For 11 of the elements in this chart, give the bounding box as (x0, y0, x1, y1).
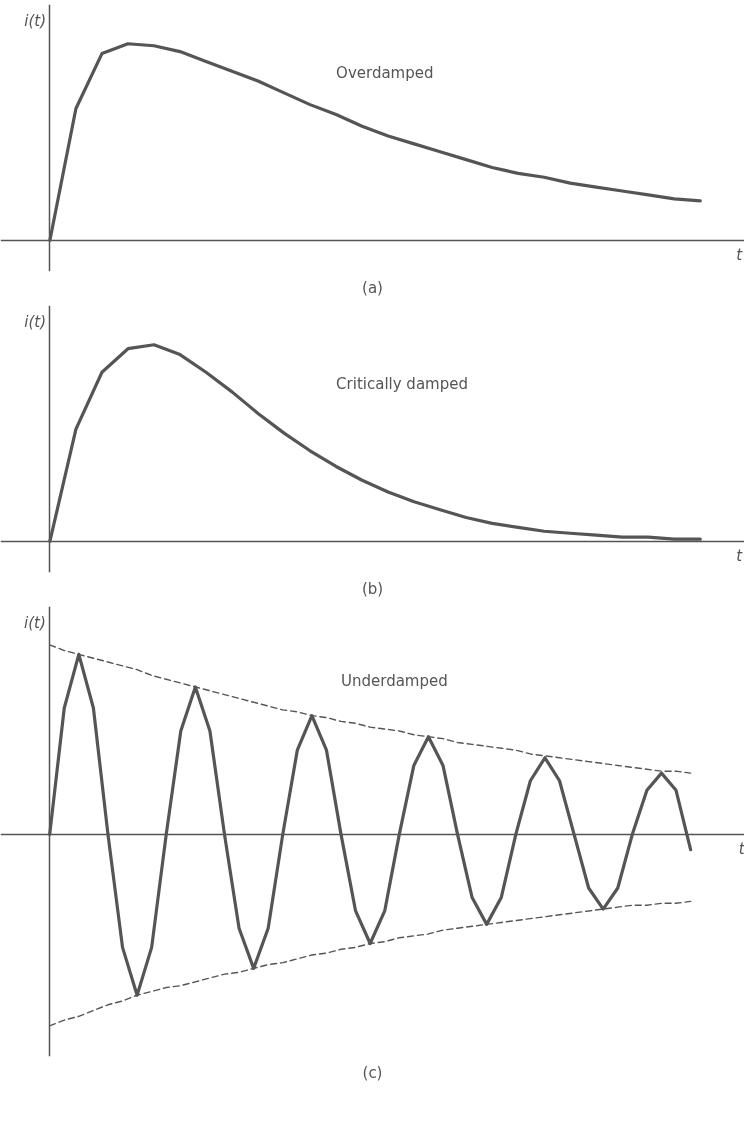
text: Underdamped (341, 672, 448, 691)
y-axis-title: i(t) (24, 12, 47, 31)
x-axis-title: t (736, 546, 744, 565)
y-axis-title: i(t) (24, 313, 47, 332)
text: (c) (362, 1063, 383, 1082)
text: Overdamped (336, 64, 434, 83)
text: (b) (361, 579, 384, 598)
text: (a) (362, 278, 383, 297)
x-axis-title: t (736, 245, 744, 264)
text: Critically damped (336, 375, 468, 394)
y-axis-title: i(t) (24, 614, 46, 633)
